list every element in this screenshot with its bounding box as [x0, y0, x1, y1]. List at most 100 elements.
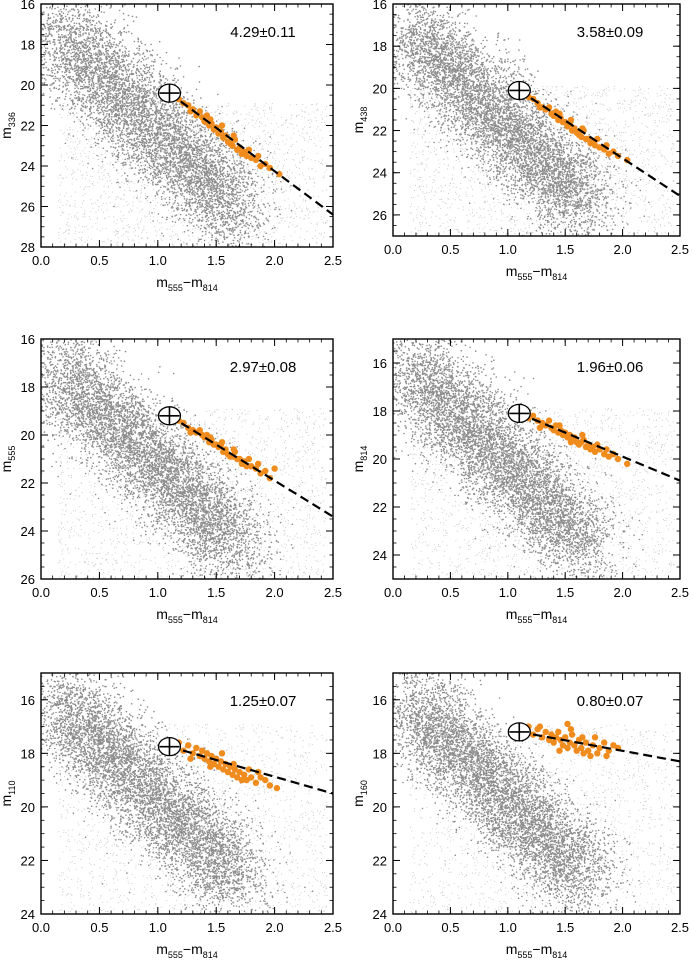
p0-highlight-point-37: [255, 152, 262, 160]
p4-highlight-point-4: [193, 744, 200, 752]
p5-highlight-point-37: [564, 720, 571, 728]
p5-ytick-label: 24: [373, 907, 387, 922]
p3-clump-marker: [507, 403, 531, 424]
p4-highlight-point-15: [220, 766, 227, 773]
p4-clump-marker: [157, 736, 182, 757]
p0-highlight-point-34: [218, 122, 226, 129]
p4-ytick-label: 20: [21, 800, 35, 815]
p5-highlight-point-15: [568, 731, 576, 738]
p5-highlight-point-25: [591, 734, 599, 741]
p1-clump-marker: [507, 80, 531, 101]
p1-xtick-label: 0.5: [441, 242, 459, 257]
p4-xtick-label: 1.0: [149, 920, 167, 935]
p0-ytick-label: 24: [21, 159, 35, 174]
p5-ytick-label: 20: [373, 800, 387, 815]
p5-y-axis-label: m160: [350, 780, 369, 807]
p2-xtick-label: 2.0: [266, 585, 284, 600]
p3-highlight-point-35: [579, 431, 586, 439]
p0-xtick-label: 2.5: [324, 253, 342, 268]
p2-fit-line: [168, 414, 333, 518]
p1-ytick-label: 24: [373, 166, 387, 181]
p5-slope-label: 0.80±0.07: [577, 693, 644, 710]
p0-xtick-label: 0.5: [90, 253, 108, 268]
cmd-panel-top-left: 0.0 0.5 1.0 1.5 2.0 2.5 16 18 20 22 24 26 28 4.29±0.1…: [0, 0, 342, 293]
p0-x-axis-label: m555−m814: [156, 274, 218, 293]
p2-clump-marker: [157, 406, 182, 426]
p4-ytick-label: 16: [21, 693, 35, 708]
p2-ytick-label: 20: [21, 428, 35, 443]
p4-highlight-point-34: [218, 750, 226, 757]
p4-fit-line: [169, 745, 333, 795]
p3-highlight-point-1: [529, 412, 537, 419]
p1-fit-line: [518, 89, 680, 197]
p2-ytick-label: 24: [21, 524, 35, 539]
p4-highlight-point-32: [187, 755, 194, 762]
p1-ytick-label: 20: [373, 81, 387, 96]
p4-highlight-point-28: [257, 774, 264, 781]
p3-xtick-label: 0.5: [441, 585, 459, 600]
p4-highlight-point-26: [248, 774, 255, 781]
p2-highlight-point-34: [218, 439, 226, 446]
p1-xtick-label: 0.0: [384, 242, 402, 257]
p2-xtick-label: 1.5: [207, 585, 225, 600]
p0-highlight-point-19: [229, 142, 236, 149]
p3-ytick-label: 24: [373, 548, 387, 563]
p5-xtick-label: 2.5: [671, 920, 689, 935]
p1-x-axis-label: m555−m814: [506, 263, 568, 282]
p1-ytick-label: 18: [373, 39, 387, 54]
p5-highlight-point-7: [550, 739, 557, 746]
p0-y-axis-label: m336: [0, 112, 17, 139]
p4-highlight-point-17: [224, 768, 232, 776]
p2-highlight-point-31: [271, 465, 278, 472]
p5-highlight-point-12: [562, 734, 569, 741]
p3-ytick-label: 18: [373, 404, 387, 419]
p0-highlight-point-36: [245, 146, 253, 153]
p5-highlight-point-35: [594, 750, 601, 757]
p2-slope-label: 2.97±0.08: [230, 359, 297, 376]
p2-highlight-point-36: [245, 455, 253, 463]
p5-xtick-label: 0.0: [384, 920, 402, 935]
cmd-panel-bottom-right: 0.0 0.5 1.0 1.5 2.0 2.5 16 18 20 22 24 0.80±0.07 m55…: [350, 672, 689, 960]
p2-highlight-point-5: [196, 427, 203, 434]
p4-plot-area: [41, 673, 333, 914]
p5-highlight-point-13: [564, 744, 571, 752]
p3-highlight-point-33: [556, 422, 563, 429]
p3-xtick-label: 2.5: [671, 585, 689, 600]
p0-ytick-label: 16: [21, 0, 35, 12]
p3-ytick-label: 22: [373, 500, 387, 515]
p4-xtick-label: 2.5: [324, 920, 342, 935]
p3-xtick-label: 1.0: [499, 585, 517, 600]
p1-highlight-point-32: [536, 104, 544, 111]
p0-ytick-label: 22: [21, 119, 35, 134]
p4-highlight-point-9: [206, 758, 213, 765]
p2-xtick-label: 0.5: [90, 585, 108, 600]
p2-xtick-label: 1.0: [149, 585, 167, 600]
p4-highlight-point-2: [185, 742, 192, 749]
p0-xtick-label: 0.0: [32, 253, 50, 268]
p5-highlight-point-33: [567, 726, 575, 733]
p1-ytick-label: 26: [373, 208, 387, 223]
p3-ytick-label: 16: [373, 356, 387, 371]
p2-ytick-label: 18: [21, 380, 35, 395]
p2-ytick-label: 26: [21, 572, 35, 587]
p0-ytick-label: 20: [21, 78, 35, 93]
p4-highlight-point-20: [231, 766, 239, 773]
p4-xtick-label: 2.0: [266, 920, 284, 935]
p1-plot-area: [393, 4, 680, 236]
p5-xtick-label: 1.0: [499, 920, 517, 935]
p3-highlight-point-32: [536, 424, 544, 431]
p3-fit-line: [518, 412, 680, 482]
p5-highlight-point-4: [542, 728, 549, 736]
p4-highlight-point-23: [238, 776, 246, 784]
p5-highlight-point-34: [579, 734, 586, 741]
p5-clump-marker: [507, 722, 531, 742]
p5-highlight-point-21: [582, 739, 590, 746]
cmd-panel-bottom-left: 0.0 0.5 1.0 1.5 2.0 2.5 16 18 20 22 24 1.25±0.07 m55…: [0, 672, 342, 960]
p2-highlight-point-32: [187, 429, 194, 436]
p4-x-axis-label: m555−m814: [156, 941, 218, 960]
p3-x-axis-label: m555−m814: [506, 606, 568, 625]
p4-highlight-point-10: [208, 752, 215, 760]
cmd-panel-middle-left: 0.0 0.5 1.0 1.5 2.0 2.5 16 18 20 22 24 26 2.97±0.08 m…: [0, 332, 342, 625]
p0-fit-line: [168, 92, 333, 216]
p2-highlight-point-16: [222, 446, 229, 453]
